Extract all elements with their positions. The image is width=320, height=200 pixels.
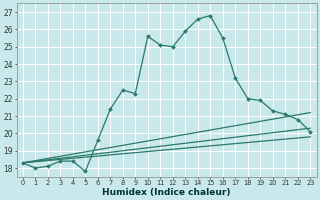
X-axis label: Humidex (Indice chaleur): Humidex (Indice chaleur): [102, 188, 231, 197]
